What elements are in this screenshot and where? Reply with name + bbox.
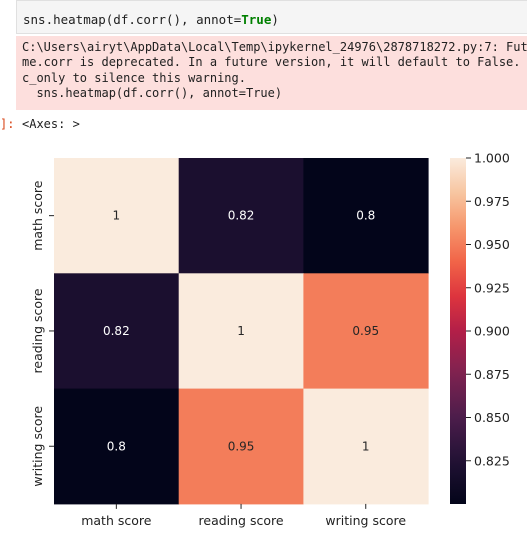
cell-annotation: 0.95 — [352, 324, 379, 338]
code-keyword-true: True — [241, 12, 272, 27]
heatmap-cell — [54, 273, 180, 390]
heatmap-cell — [178, 388, 304, 505]
cell-annotation: 0.8 — [356, 209, 375, 223]
output-repr: <Axes: > — [22, 117, 80, 131]
x-tick-label: reading score — [199, 513, 284, 528]
colorbar-tick-label: 1.000 — [474, 151, 510, 166]
colorbar-tick-label: 0.900 — [474, 324, 510, 339]
heatmap-cell — [303, 273, 429, 390]
stderr-output: C:\Users\airyt\AppData\Local\Temp\ipyker… — [16, 36, 527, 110]
colorbar-tick-label: 0.850 — [474, 410, 510, 425]
stderr-line: me.corr is deprecated. In a future versi… — [22, 55, 527, 70]
stderr-line: sns.heatmap(df.corr(), annot=True) — [22, 85, 283, 100]
cell-annotation: 1 — [362, 439, 370, 453]
cell-annotation: 0.82 — [103, 324, 130, 338]
cell-annotation: 0.95 — [228, 439, 255, 453]
x-tick-label: writing score — [325, 513, 406, 528]
output-prompt: ]: — [0, 117, 15, 131]
colorbar-tick-label: 0.950 — [474, 237, 510, 252]
code-cell[interactable]: sns.heatmap(df.corr(), annot=True) — [16, 0, 527, 34]
y-tick-label: writing score — [30, 406, 45, 487]
colorbar-tick-label: 0.925 — [474, 280, 510, 295]
cell-annotation: 0.8 — [107, 439, 126, 453]
cell-annotation: 0.82 — [228, 209, 255, 223]
colorbar-tick-label: 0.875 — [474, 367, 510, 382]
y-tick-label: math score — [30, 180, 45, 251]
cell-annotation: 1 — [237, 324, 245, 338]
heatmap-cell — [54, 158, 180, 274]
cell-annotation: 1 — [113, 209, 121, 223]
stderr-line: c_only to silence this warning. — [22, 70, 246, 85]
code-line[interactable]: sns.heatmap(df.corr(), annot=True) — [23, 12, 279, 27]
colorbar-tick-label: 0.975 — [474, 194, 510, 209]
x-tick-label: math score — [81, 513, 152, 528]
code-text: sns.heatmap(df.corr(), annot= — [23, 12, 242, 27]
stderr-line: C:\Users\airyt\AppData\Local\Temp\ipyker… — [22, 40, 527, 54]
heatmap-cell — [178, 273, 304, 390]
code-suffix: ) — [271, 12, 279, 27]
heatmap-cell — [178, 158, 304, 274]
heatmap-cell — [54, 388, 180, 505]
heatmap-plot: 1 0.82 0.8 0.82 1 0.95 0.8 0.95 1 math score readi… — [30, 151, 510, 528]
heatmap-cell — [303, 158, 429, 274]
colorbar — [450, 158, 466, 504]
y-tick-label: reading score — [30, 288, 45, 373]
colorbar-tick-label: 0.825 — [474, 453, 510, 468]
heatmap-cell — [303, 388, 429, 505]
